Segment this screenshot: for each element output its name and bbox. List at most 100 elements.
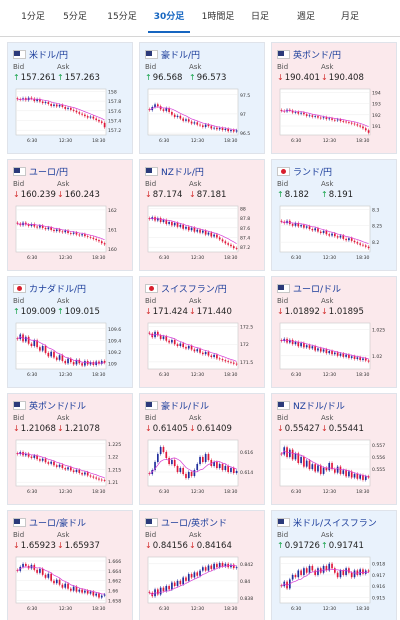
rate-card[interactable]: ユーロ/円 Bid ↓160.239 Ask ↓160.243 162 161 160 6:30… [7,159,133,271]
currency-pair-name[interactable]: NZドル/円 [161,167,204,178]
rate-card[interactable]: NZドル/ドル Bid ↓0.55427 Ask ↓0.55441 0.557 0.556 0… [271,393,397,505]
rate-card[interactable]: 英ポンド/円 Bid ↓190.401 Ask ↓190.408 194 193 192 191… [271,42,397,154]
mini-candlestick-chart[interactable]: 1.225 1.22 1.215 1.21 6:30 12:30 18:30 [14,438,126,496]
candle-up [314,116,316,117]
candle-down [72,109,75,111]
ask-label: Ask [57,63,70,71]
candle-down [199,349,201,353]
candle-down [176,466,179,472]
bid-price: ↓0.61405 [145,424,188,434]
mini-candlestick-chart[interactable]: 172.5 172 171.5 6:30 12:30 18:30 [146,321,258,379]
card-title[interactable]: ユーロ/円 [13,165,69,178]
candle-up [224,128,227,131]
candle-down [202,125,204,127]
mini-candlestick-chart[interactable]: 88 87.8 87.6 87.4 87.2 6:30 12:30 18:30 [146,204,258,262]
rate-card[interactable]: NZドル/円 Bid ↓87.174 Ask ↓87.181 88 87.8 87.6 87.4… [139,159,265,271]
rate-card[interactable]: スイスフラン/円 Bid ↓171.424 Ask ↓171.440 172.5 172 17… [139,276,265,388]
card-title[interactable]: ランド/円 [277,165,333,178]
arrow-down-icon: ↓ [145,307,152,316]
card-title[interactable]: カナダドル/円 [13,282,87,295]
tab-30min[interactable]: 30分足 [148,9,190,33]
card-title[interactable]: スイスフラン/円 [145,282,227,295]
rate-card[interactable]: 米ドル/スイスフラン Bid ↑0.91726 Ask ↑0.91741 0.918 0.9… [271,510,397,620]
tab-1hour[interactable]: 1時間足 [201,12,235,22]
rate-card[interactable]: ユーロ/ドル Bid ↓1.01892 Ask ↓1.01895 1.025 1.02 6:3… [271,276,397,388]
candle-down [95,238,97,241]
mini-candlestick-chart[interactable]: 8.3 8.25 8.2 6:30 12:30 18:30 [278,204,390,262]
mini-candlestick-chart[interactable]: 1.666 1.664 1.662 1.66 1.658 6:30 12:30 18:30 [14,555,126,613]
mini-candlestick-chart[interactable]: 0.842 0.84 0.838 6:30 12:30 18:30 [146,555,258,613]
candle-down [232,468,235,473]
currency-pair-name[interactable]: ユーロ/英ポンド [161,518,228,529]
candle-down [53,461,55,466]
mini-candlestick-chart[interactable]: 194 193 192 191 6:30 12:30 18:30 [278,87,390,145]
mini-candlestick-chart[interactable]: 97.5 97 96.5 6:30 12:30 18:30 [146,87,258,145]
bid-label: Bid [13,414,25,422]
candle-down [297,223,300,227]
rate-card[interactable]: ユーロ/豪ドル Bid ↓1.65923 Ask ↓1.65937 1.666 1.664 1… [7,510,133,620]
rate-card[interactable]: ユーロ/英ポンド Bid ↓0.84156 Ask ↓0.84164 0.842 0.84 0… [139,510,265,620]
rate-card[interactable]: 豪ドル/ドル Bid ↓0.61405 Ask ↓0.61409 0.616 0.614 6:… [139,393,265,505]
rate-card[interactable]: カナダドル/円 Bid ↑109.009 Ask ↑109.015 109.6 109.4 1… [7,276,133,388]
mini-candlestick-chart[interactable]: 109.6 109.4 109.2 109 6:30 12:30 18:30 [14,321,126,379]
card-title[interactable]: ユーロ/ドル [277,282,342,295]
candle-down [303,112,305,115]
candle-up [305,460,308,467]
candle-down [95,477,97,479]
card-title[interactable]: 英ポンド/円 [277,48,342,61]
candle-down [359,357,361,361]
mini-candlestick-chart[interactable]: 1.025 1.02 6:30 12:30 18:30 [278,321,390,379]
candle-down [162,447,165,452]
mini-candlestick-chart[interactable]: 162 161 160 6:30 12:30 18:30 [14,204,126,262]
card-title[interactable]: ユーロ/豪ドル [13,516,87,529]
arrow-up-icon: ↑ [57,73,64,82]
bid-price: ↓171.424 [145,307,188,317]
card-title[interactable]: NZドル/円 [145,165,204,178]
currency-pair-name[interactable]: スイスフラン/円 [161,284,227,295]
tab-15min[interactable]: 15分足 [107,12,137,22]
candle-up [322,565,325,573]
currency-pair-name[interactable]: ユーロ/ドル [293,284,342,295]
currency-pair-name[interactable]: 英ポンド/ドル [29,401,87,412]
tab-monthly[interactable]: 月足 [340,12,359,22]
mini-candlestick-chart[interactable]: 0.918 0.917 0.916 0.915 6:30 12:30 18:30 [278,555,390,613]
card-title[interactable]: ユーロ/英ポンド [145,516,228,529]
currency-pair-name[interactable]: 豪ドル/円 [161,50,201,61]
candle-up [294,223,297,226]
x-tick-label: 6:30 [159,255,169,261]
candle-down [319,117,322,119]
card-title[interactable]: NZドル/ドル [277,399,345,412]
card-title[interactable]: 豪ドル/円 [145,48,201,61]
card-title[interactable]: 米ドル/スイスフラン [277,516,377,529]
tab-weekly[interactable]: 週足 [296,12,315,22]
tab-1min[interactable]: 1分足 [21,12,45,22]
candle-up [78,589,81,592]
mini-candlestick-chart[interactable]: 0.616 0.614 6:30 12:30 18:30 [146,438,258,496]
card-title[interactable]: 豪ドル/ドル [145,399,210,412]
candle-down [36,226,38,228]
rate-card[interactable]: 英ポンド/ドル Bid ↓1.21068 Ask ↓1.21078 1.225 1.22 1.… [7,393,133,505]
currency-pair-name[interactable]: 米ドル/スイスフラン [293,518,377,529]
currency-pair-name[interactable]: ユーロ/豪ドル [29,518,87,529]
card-title[interactable]: 英ポンド/ドル [13,399,87,412]
y-tick-label: 157.8 [108,99,121,105]
card-title[interactable]: 米ドル/円 [13,48,69,61]
rate-card[interactable]: 米ドル/円 Bid ↑157.261 Ask ↑157.263 158 157.8 157.6… [7,42,133,154]
currency-pair-name[interactable]: ユーロ/円 [29,167,69,178]
candle-down [362,475,364,480]
currency-pair-name[interactable]: 英ポンド/円 [293,50,342,61]
currency-pair-name[interactable]: NZドル/ドル [293,401,345,412]
tab-daily[interactable]: 日足 [250,12,269,22]
currency-pair-name[interactable]: ランド/円 [293,167,333,178]
candle-up [353,570,356,578]
y-tick-label: 193 [372,102,381,108]
rate-card[interactable]: 豪ドル/円 Bid ↑96.568 Ask ↑96.573 97.5 97 96.5 6:30 1… [139,42,265,154]
tab-5min[interactable]: 5分足 [63,12,87,22]
chart-svg: 109.6 109.4 109.2 109 6:30 12:30 18:30 [15,322,121,378]
currency-pair-name[interactable]: 米ドル/円 [29,50,69,61]
mini-candlestick-chart[interactable]: 158 157.8 157.6 157.4 157.2 6:30 12:30 18:30 [14,87,126,145]
rate-card[interactable]: ランド/円 Bid ↑8.182 Ask ↑8.191 8.3 8.25 8.2 6:30 12:… [271,159,397,271]
currency-pair-name[interactable]: 豪ドル/ドル [161,401,210,412]
currency-pair-name[interactable]: カナダドル/円 [29,284,87,295]
mini-candlestick-chart[interactable]: 0.557 0.556 0.555 6:30 12:30 18:30 [278,438,390,496]
